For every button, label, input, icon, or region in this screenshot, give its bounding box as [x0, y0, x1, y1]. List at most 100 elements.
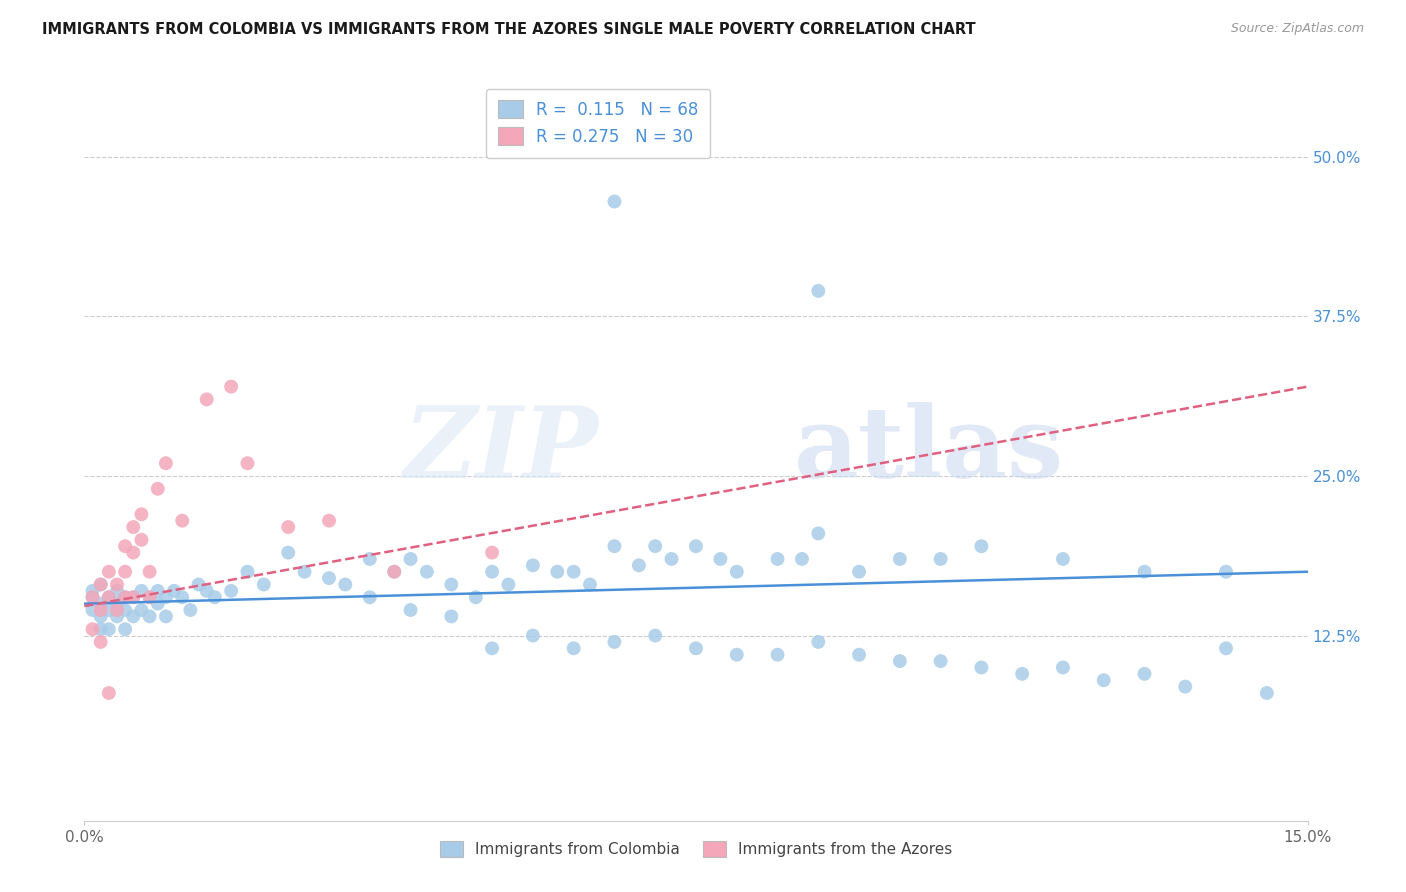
- Point: [562, 565, 585, 579]
- Point: [546, 565, 568, 579]
- Point: [603, 635, 626, 649]
- Point: [1215, 565, 1237, 579]
- Point: [416, 565, 439, 579]
- Point: [138, 609, 160, 624]
- Point: [155, 456, 177, 470]
- Point: [138, 565, 160, 579]
- Point: [114, 603, 136, 617]
- Point: [1052, 660, 1074, 674]
- Point: [1174, 680, 1197, 694]
- Point: [685, 641, 707, 656]
- Point: [807, 284, 830, 298]
- Point: [195, 392, 218, 407]
- Point: [277, 545, 299, 559]
- Point: [195, 583, 218, 598]
- Point: [97, 591, 120, 605]
- Point: [204, 591, 226, 605]
- Point: [1011, 666, 1033, 681]
- Point: [603, 194, 626, 209]
- Point: [399, 552, 422, 566]
- Point: [253, 577, 276, 591]
- Point: [82, 583, 104, 598]
- Point: [236, 456, 259, 470]
- Text: atlas: atlas: [794, 402, 1064, 499]
- Text: ZIP: ZIP: [404, 402, 598, 499]
- Point: [335, 577, 357, 591]
- Point: [522, 629, 544, 643]
- Point: [236, 565, 259, 579]
- Point: [562, 641, 585, 656]
- Point: [163, 583, 186, 598]
- Point: [464, 591, 486, 605]
- Point: [90, 635, 112, 649]
- Point: [359, 552, 381, 566]
- Point: [187, 577, 209, 591]
- Point: [122, 591, 145, 605]
- Point: [172, 591, 194, 605]
- Point: [131, 603, 153, 617]
- Point: [399, 603, 422, 617]
- Point: [219, 583, 242, 598]
- Point: [82, 591, 104, 605]
- Text: Source: ZipAtlas.com: Source: ZipAtlas.com: [1230, 22, 1364, 36]
- Point: [1133, 666, 1156, 681]
- Point: [970, 539, 993, 553]
- Point: [1256, 686, 1278, 700]
- Point: [105, 597, 128, 611]
- Point: [122, 609, 145, 624]
- Point: [138, 591, 160, 605]
- Point: [725, 648, 748, 662]
- Point: [114, 591, 136, 605]
- Point: [929, 654, 952, 668]
- Point: [1092, 673, 1115, 688]
- Point: [440, 609, 463, 624]
- Point: [114, 539, 136, 553]
- Point: [481, 545, 503, 559]
- Point: [603, 539, 626, 553]
- Point: [644, 629, 666, 643]
- Point: [146, 583, 169, 598]
- Point: [82, 591, 104, 605]
- Point: [97, 603, 120, 617]
- Point: [131, 583, 153, 598]
- Point: [146, 482, 169, 496]
- Point: [82, 622, 104, 636]
- Point: [97, 622, 120, 636]
- Point: [766, 648, 789, 662]
- Point: [848, 565, 870, 579]
- Point: [90, 577, 112, 591]
- Point: [131, 508, 153, 522]
- Point: [114, 591, 136, 605]
- Point: [929, 552, 952, 566]
- Point: [889, 552, 911, 566]
- Point: [359, 591, 381, 605]
- Point: [138, 591, 160, 605]
- Point: [709, 552, 731, 566]
- Point: [382, 565, 405, 579]
- Point: [1052, 552, 1074, 566]
- Point: [82, 603, 104, 617]
- Point: [498, 577, 520, 591]
- Point: [122, 591, 145, 605]
- Point: [318, 571, 340, 585]
- Text: IMMIGRANTS FROM COLOMBIA VS IMMIGRANTS FROM THE AZORES SINGLE MALE POVERTY CORRE: IMMIGRANTS FROM COLOMBIA VS IMMIGRANTS F…: [42, 22, 976, 37]
- Point: [277, 520, 299, 534]
- Point: [146, 597, 169, 611]
- Point: [90, 622, 112, 636]
- Point: [685, 539, 707, 553]
- Point: [661, 552, 683, 566]
- Point: [382, 565, 405, 579]
- Point: [114, 565, 136, 579]
- Point: [90, 577, 112, 591]
- Point: [790, 552, 813, 566]
- Point: [318, 514, 340, 528]
- Point: [848, 648, 870, 662]
- Point: [172, 514, 194, 528]
- Point: [766, 552, 789, 566]
- Point: [970, 660, 993, 674]
- Point: [644, 539, 666, 553]
- Point: [481, 565, 503, 579]
- Point: [155, 591, 177, 605]
- Point: [294, 565, 316, 579]
- Point: [131, 533, 153, 547]
